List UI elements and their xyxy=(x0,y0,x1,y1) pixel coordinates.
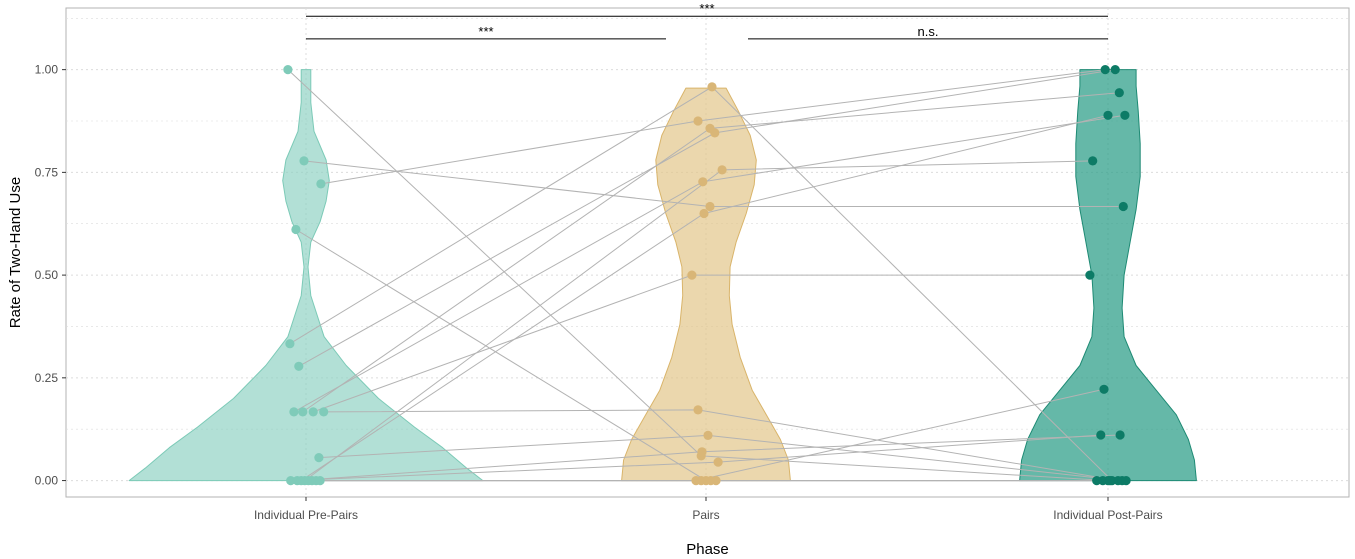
violin-1 xyxy=(128,69,484,482)
significance-label-1: n.s. xyxy=(918,24,939,39)
panel-border xyxy=(65,7,1350,498)
data-point-post-16 xyxy=(1092,476,1102,486)
significance-label-2: *** xyxy=(699,1,714,16)
data-point-post-13 xyxy=(1103,110,1113,120)
data-point-pairs-14 xyxy=(717,165,727,175)
data-point-pairs-8 xyxy=(687,270,697,280)
data-point-post-8 xyxy=(1085,270,1095,280)
data-point-pairs-7 xyxy=(705,123,715,133)
data-point-post-7 xyxy=(1114,88,1124,98)
data-point-pre-1 xyxy=(299,156,309,166)
data-point-pre-11 xyxy=(286,476,296,486)
x-axis-title: Phase xyxy=(686,541,729,558)
data-point-post-1 xyxy=(1118,201,1128,212)
violin-2 xyxy=(621,87,791,482)
data-point-pre-0 xyxy=(283,65,293,75)
data-point-post-2 xyxy=(1100,65,1110,75)
y-axis-title: Rate of Two-Hand Use xyxy=(7,177,24,328)
data-point-pairs-4 xyxy=(707,82,717,92)
y-tick-label-0: 0.00 xyxy=(35,474,59,488)
x-tick-label-0: Individual Pre-Pairs xyxy=(254,508,358,522)
data-point-post-18 xyxy=(1105,476,1115,486)
data-point-pairs-10 xyxy=(703,430,713,440)
data-point-pre-18 xyxy=(315,476,325,486)
data-point-post-15 xyxy=(1099,384,1109,394)
data-point-pairs-6 xyxy=(698,177,708,187)
y-tick-label-1: 0.25 xyxy=(35,371,59,385)
data-point-pre-8 xyxy=(308,407,318,417)
x-tick-label-1: Pairs xyxy=(692,508,719,522)
significance-label-0: *** xyxy=(478,24,493,39)
y-tick-label-2: 0.50 xyxy=(35,268,59,282)
data-point-post-5 xyxy=(1110,65,1120,75)
data-point-pre-6 xyxy=(289,407,299,417)
data-point-pre-10 xyxy=(314,453,324,463)
violin-3 xyxy=(1019,69,1197,482)
axes: 0.00 0.25 0.50 0.75 1.00 Individual Pre-Pairs… xyxy=(35,63,1163,522)
y-tick-label-3: 0.75 xyxy=(35,165,59,179)
data-point-pre-7 xyxy=(298,407,308,417)
y-tick-label-4: 1.00 xyxy=(35,63,59,77)
violins xyxy=(128,69,1197,482)
data-point-post-12 xyxy=(1115,430,1125,440)
data-point-pairs-18 xyxy=(696,476,706,486)
data-point-pairs-1 xyxy=(705,201,715,212)
data-point-post-17 xyxy=(1121,476,1131,486)
data-point-pre-4 xyxy=(285,339,295,349)
data-point-pre-3 xyxy=(291,224,301,235)
data-point-pairs-17 xyxy=(711,476,721,486)
x-tick-label-2: Individual Post-Pairs xyxy=(1053,508,1162,522)
data-points xyxy=(283,65,1131,486)
data-point-pairs-11 xyxy=(713,457,723,467)
data-point-post-11 xyxy=(1096,430,1106,440)
significance-brackets: *** n.s. *** xyxy=(306,1,1108,40)
data-point-pairs-2 xyxy=(693,116,703,126)
data-point-pairs-13 xyxy=(699,208,709,219)
data-point-pre-2 xyxy=(316,179,326,189)
data-point-pairs-12 xyxy=(697,447,707,457)
data-point-pre-5 xyxy=(294,361,304,371)
data-point-pairs-9 xyxy=(693,405,703,415)
data-point-post-6 xyxy=(1120,110,1130,120)
data-point-post-14 xyxy=(1088,156,1098,166)
data-point-pre-9 xyxy=(319,407,329,417)
